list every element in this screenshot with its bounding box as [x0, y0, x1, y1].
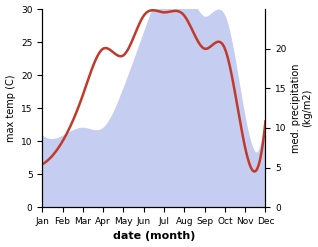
Y-axis label: med. precipitation
(kg/m2): med. precipitation (kg/m2) [291, 63, 313, 153]
Y-axis label: max temp (C): max temp (C) [5, 74, 16, 142]
X-axis label: date (month): date (month) [113, 231, 195, 242]
